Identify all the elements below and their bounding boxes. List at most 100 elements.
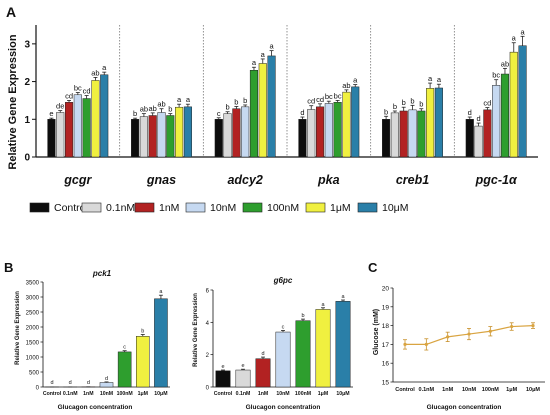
panel-a-sig-letter: b bbox=[225, 103, 229, 112]
glucose-point bbox=[531, 324, 535, 328]
panel-a-sig-letter: a bbox=[269, 42, 274, 51]
g6pc-x-tick-label: 100nM bbox=[295, 391, 311, 397]
panel-a-bar bbox=[258, 63, 267, 158]
panel-a-bar bbox=[249, 70, 259, 158]
panel-a-sig-letter: a bbox=[261, 50, 266, 59]
panel-a-sig-letter: a bbox=[252, 58, 257, 67]
panel-a-sig-letter: a bbox=[512, 34, 517, 43]
pck1-bar bbox=[117, 351, 132, 388]
panel-a-sig-letter: d bbox=[476, 114, 480, 123]
panel-a-gene-label: adcy2 bbox=[227, 173, 262, 187]
panel-a-sig-letter: e bbox=[49, 109, 53, 118]
panel-a-sig-letter: ab bbox=[91, 68, 99, 77]
panel-a-bar bbox=[56, 112, 65, 158]
g6pc-y-tick-label: 0 bbox=[206, 386, 210, 392]
glucose-x-tick-label: 10nM bbox=[462, 387, 476, 393]
panel-a-bar bbox=[148, 115, 157, 158]
panel-a-sig-letter: cd bbox=[307, 97, 315, 106]
glucose-x-tick-label: 1μM bbox=[506, 387, 517, 393]
g6pc-sig-letter: e bbox=[221, 364, 224, 370]
panel-a-label: A bbox=[6, 4, 16, 20]
pck1-sig-letter: d bbox=[105, 376, 108, 382]
panel-a-gene-label: creb1 bbox=[396, 173, 429, 187]
panel-a-sig-letter: bc bbox=[492, 71, 500, 80]
panel-b-pck1-chart: pck1 Relative Gene Expression Glucagon c… bbox=[15, 269, 170, 411]
panel-a-sig-letter: a bbox=[177, 95, 182, 104]
panel-a-sig-letter: b bbox=[419, 100, 423, 109]
panel-a-sig-letter: b bbox=[410, 96, 414, 105]
panel-a-sig-letter: ab bbox=[342, 81, 350, 90]
glucose-point bbox=[424, 342, 428, 346]
legend-label: Control bbox=[54, 202, 88, 214]
legend-label: 100nM bbox=[267, 202, 299, 214]
panel-a-bar bbox=[214, 119, 223, 158]
pck1-x-tick-label: 100nM bbox=[117, 391, 133, 397]
panel-a-bar bbox=[157, 112, 166, 158]
legend-label: 1μM bbox=[330, 202, 351, 214]
g6pc-bar bbox=[275, 331, 291, 388]
panel-a-gene-label: pgc-1α bbox=[475, 173, 518, 187]
legend-swatch bbox=[29, 202, 50, 213]
panel-a-bar bbox=[500, 73, 510, 158]
pck1-y-tick-label: 0 bbox=[36, 386, 40, 392]
glucose-point bbox=[446, 335, 450, 339]
panel-a-bar bbox=[426, 88, 435, 158]
legend-swatch bbox=[357, 202, 378, 213]
panel-b-g6pc-chart: g6pc Relative Gene Expression Glucagon c… bbox=[193, 276, 353, 411]
panel-a-bar bbox=[307, 109, 316, 158]
panel-a-bar bbox=[382, 119, 391, 158]
glucose-ylabel: Glucose (mM) bbox=[373, 309, 380, 355]
pck1-sig-letter: b bbox=[141, 329, 144, 335]
panel-a-gene-label: gnas bbox=[146, 173, 176, 187]
pck1-sig-letter: d bbox=[51, 380, 54, 386]
panel-a-sig-letter: d bbox=[468, 108, 472, 117]
panel-a-bar bbox=[474, 125, 483, 158]
pck1-y-tick-label: 3000 bbox=[26, 296, 40, 302]
g6pc-x-tick-label: 10μM bbox=[336, 391, 349, 397]
pck1-sig-letter: c bbox=[123, 345, 126, 351]
pck1-sig-letter: d bbox=[69, 380, 72, 386]
pck1-y-tick-label: 500 bbox=[29, 371, 40, 377]
pck1-bar bbox=[136, 336, 150, 388]
g6pc-x-tick-label: 0.1nM bbox=[236, 391, 251, 397]
legend-label: 0.1nM bbox=[106, 202, 135, 214]
panel-a-y-tick-label: 0 bbox=[24, 153, 30, 164]
glucose-point bbox=[403, 342, 407, 346]
panel-a-sig-letter: cd bbox=[483, 99, 491, 108]
panel-a-sig-letter: a bbox=[353, 76, 358, 85]
glucose-point bbox=[488, 329, 492, 333]
glucose-point bbox=[510, 324, 514, 329]
glucose-y-tick-label: 20 bbox=[382, 286, 390, 293]
panel-a-sig-letter: ab bbox=[157, 100, 165, 109]
glucose-y-tick-label: 18 bbox=[382, 323, 390, 330]
g6pc-y-tick-label: 6 bbox=[206, 289, 210, 295]
pck1-x-tick-label: 1μM bbox=[138, 391, 148, 397]
pck1-ylabel: Relative Gene Expression bbox=[15, 291, 21, 365]
pck1-x-tick-label: 10μM bbox=[154, 391, 167, 397]
pck1-y-tick-label: 1500 bbox=[26, 341, 40, 347]
pck1-sig-letter: a bbox=[159, 289, 163, 295]
panel-a-bar bbox=[408, 109, 417, 158]
g6pc-sig-letter: a bbox=[341, 294, 345, 300]
pck1-x-tick-label: 10nM bbox=[100, 391, 113, 397]
panel-a-bar bbox=[324, 103, 333, 158]
g6pc-sig-letter: e bbox=[241, 363, 244, 369]
panel-a-bar bbox=[223, 113, 232, 158]
panel-a-sig-letter: ab bbox=[149, 104, 157, 113]
panel-a-bar bbox=[267, 55, 276, 158]
pck1-title: pck1 bbox=[92, 269, 112, 278]
g6pc-y-tick-label: 4 bbox=[206, 321, 210, 327]
panel-a-bar bbox=[351, 86, 360, 158]
panel-a-bar bbox=[139, 116, 148, 158]
panel-a-sig-letter: b bbox=[133, 109, 137, 118]
g6pc-bar bbox=[255, 358, 271, 388]
glucose-point bbox=[467, 332, 471, 336]
glucose-y-tick-label: 17 bbox=[382, 342, 390, 349]
panel-a-y-tick-label: 2 bbox=[24, 77, 30, 88]
panel-a-sig-letter: a bbox=[186, 95, 191, 104]
glucose-x-tick-label: 0.1nM bbox=[419, 387, 435, 393]
glucose-x-tick-label: 10μM bbox=[526, 387, 540, 393]
glucose-y-tick-label: 16 bbox=[382, 361, 390, 368]
